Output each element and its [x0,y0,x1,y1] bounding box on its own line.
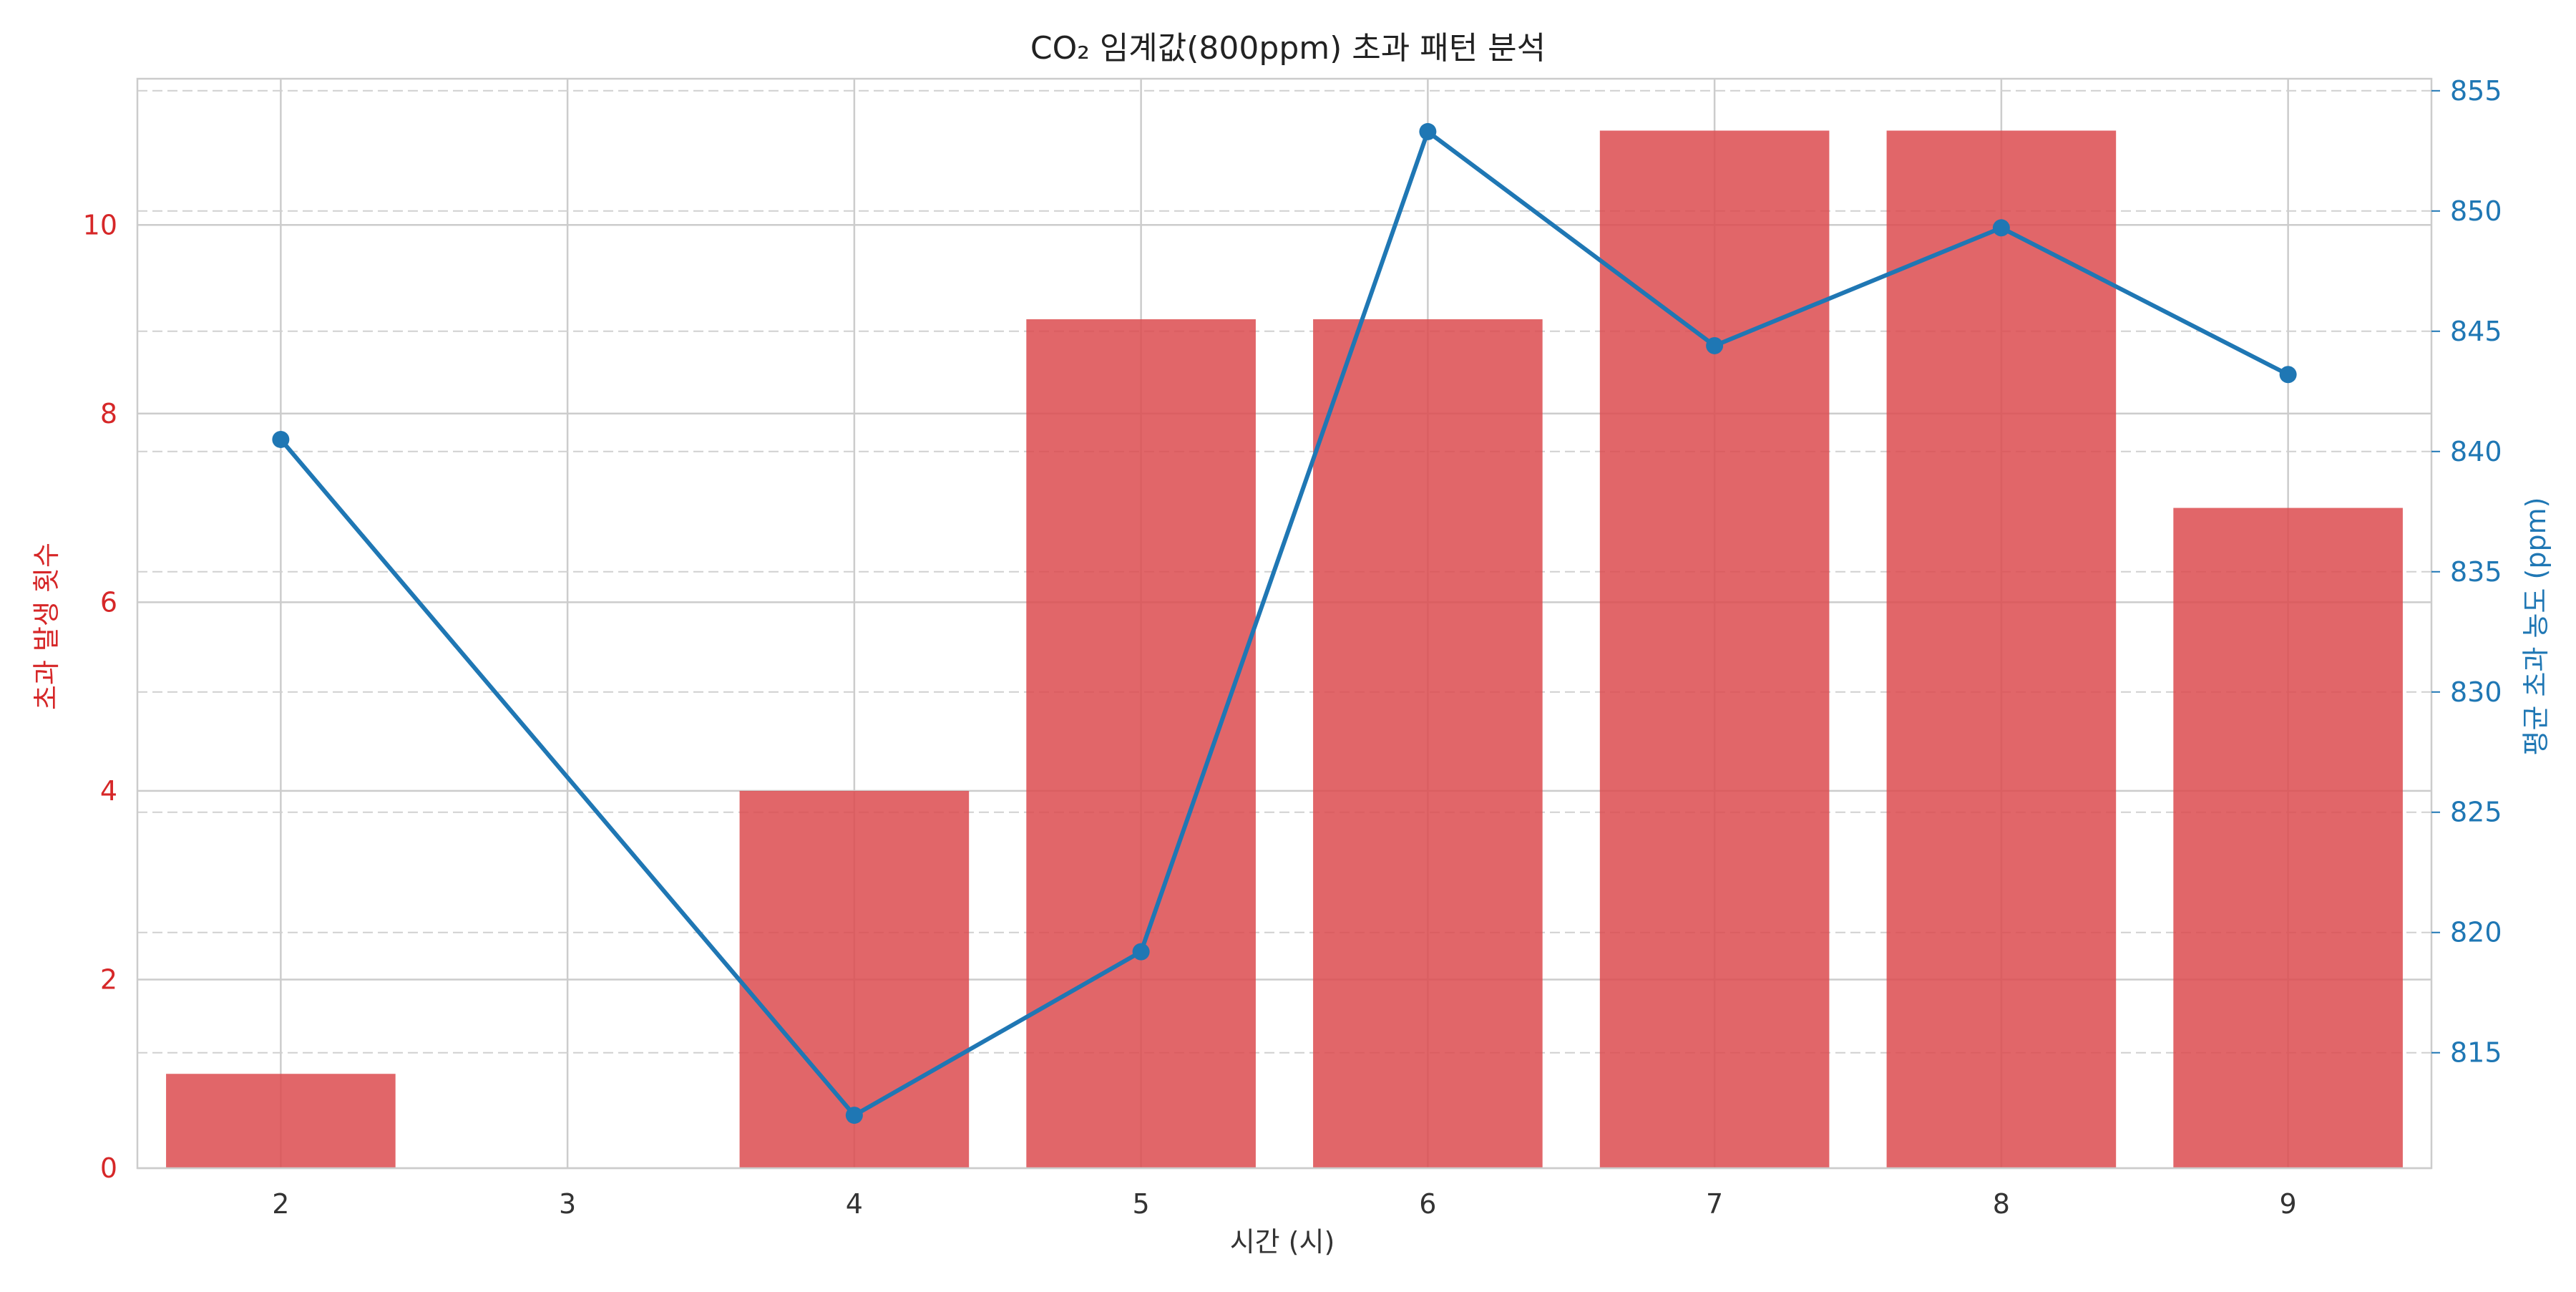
right-tick-label: 835 [2450,556,2502,588]
right-tick-label: 840 [2450,436,2502,467]
right-tick-label: 815 [2450,1037,2502,1069]
bar [739,790,970,1168]
left-tick-label: 2 [100,963,117,995]
line-point [845,1107,863,1125]
x-tick-label: 8 [1993,1188,2010,1220]
right-tick-label: 855 [2450,75,2502,107]
left-tick-label: 6 [100,586,117,618]
line-point [1132,943,1150,961]
x-tick-label: 5 [1133,1188,1150,1220]
bar [1313,319,1543,1168]
x-tick-label: 7 [1706,1188,1723,1220]
left-tick-label: 4 [100,775,117,807]
right-tick-label: 820 [2450,917,2502,948]
right-axis-label: 평균 초과 농도 (ppm) [2520,497,2552,756]
left-tick-label: 8 [100,398,117,429]
line-point [1419,122,1437,140]
bar [1886,130,2117,1168]
bar [1599,130,1830,1168]
bar [166,1074,396,1168]
x-tick-label: 6 [1419,1188,1436,1220]
line-point [272,430,290,448]
left-tick-label: 10 [83,209,117,241]
left-axis-label: 초과 발생 횟수 [31,543,62,710]
line-point [1992,219,2010,237]
right-tick-label: 850 [2450,195,2502,227]
left-tick-label: 0 [100,1152,117,1184]
x-axis-label: 시간 (시) [1230,1226,1335,1258]
right-tick-label: 845 [2450,316,2502,347]
chart-title: CO₂ 임계값(800ppm) 초과 패턴 분석 [1030,30,1546,67]
x-tick-label: 2 [272,1188,289,1220]
bar [2173,507,2403,1168]
right-tick-label: 825 [2450,797,2502,828]
x-tick-label: 3 [559,1188,576,1220]
plot-frame [136,77,2433,1170]
line-point [1706,336,1724,354]
x-tick-label: 9 [2280,1188,2297,1220]
x-tick-label: 4 [846,1188,863,1220]
bar [1026,319,1256,1168]
line-point [2279,366,2297,384]
right-tick-label: 830 [2450,676,2502,708]
